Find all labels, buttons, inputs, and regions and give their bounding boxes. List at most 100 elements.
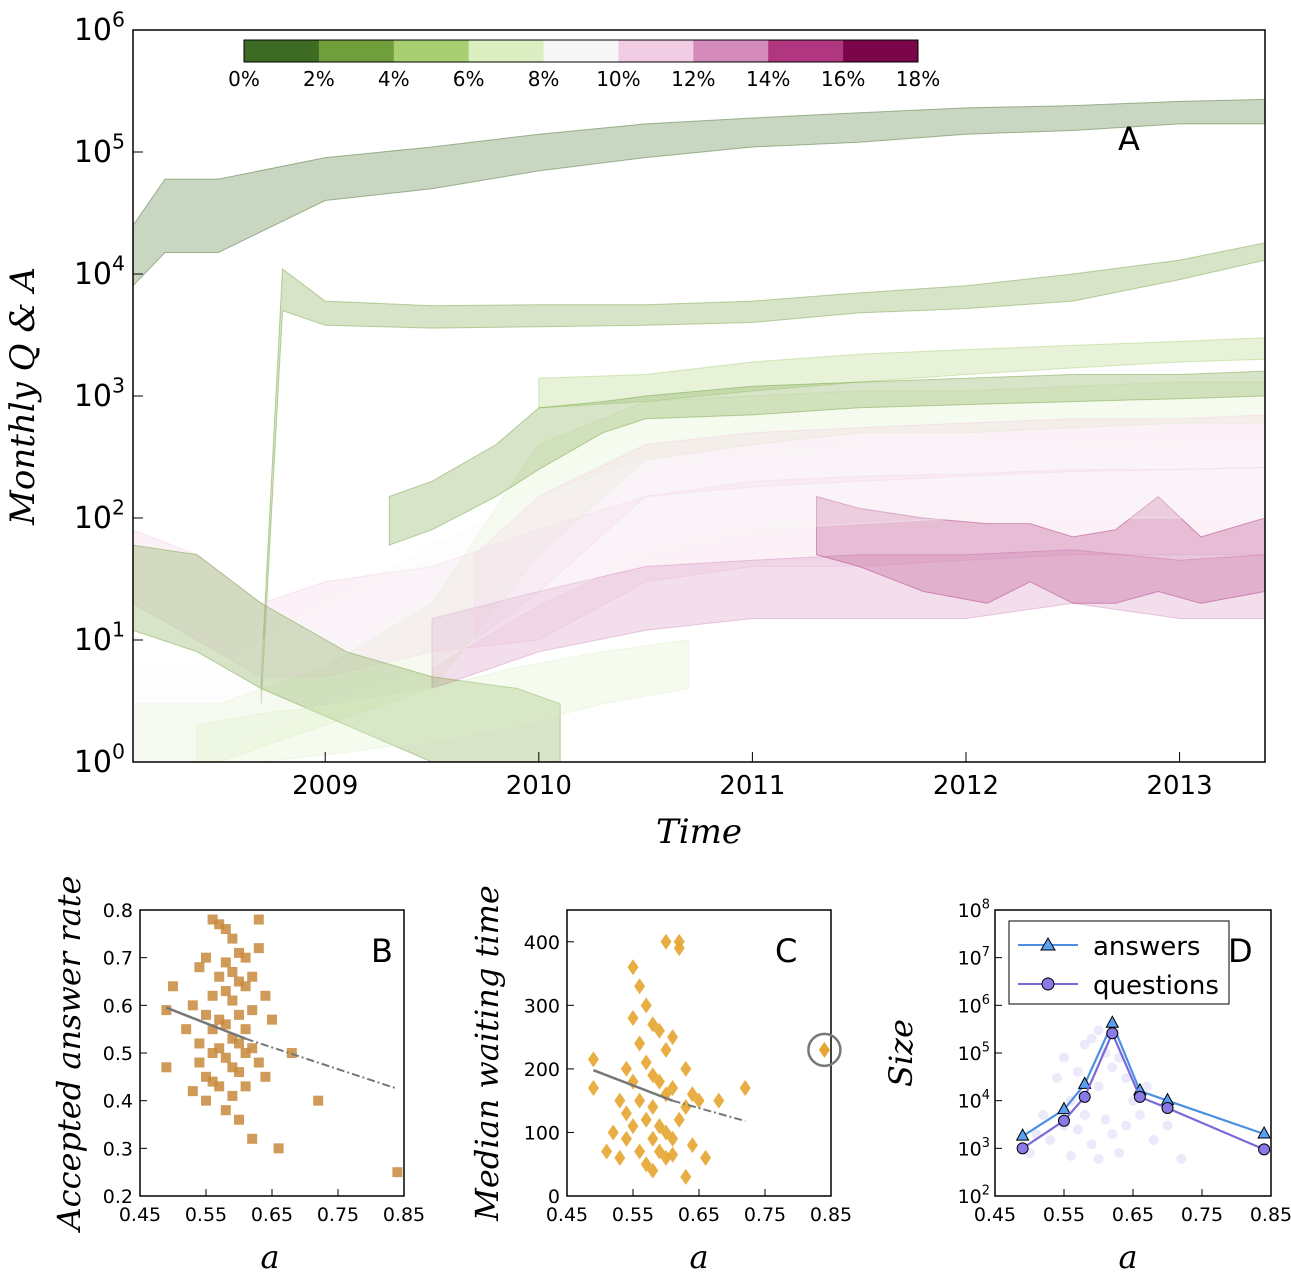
panel-a-xlabel: Time [656, 812, 742, 852]
data-point [647, 1162, 659, 1179]
panel-a-label: A [1118, 120, 1140, 158]
data-point [627, 1010, 639, 1027]
cloud-point [1045, 1134, 1056, 1145]
data-point [673, 940, 685, 957]
ytick-label: 400 [524, 932, 560, 954]
ytick-label: 0.7 [103, 948, 133, 970]
data-point [220, 1019, 231, 1030]
fit-line-solid [165, 1006, 247, 1040]
a-xtick-label: 2012 [933, 771, 999, 801]
xtick-label: 0.85 [810, 1204, 852, 1226]
data-point [240, 1024, 251, 1035]
cloud-point [1107, 1062, 1118, 1073]
data-point [607, 1124, 619, 1141]
cloud-point [1107, 1128, 1118, 1139]
answers-marker [1257, 1125, 1271, 1139]
data-point [313, 1095, 324, 1106]
cloud-point [1079, 1110, 1090, 1121]
data-point [673, 1111, 685, 1128]
data-point [620, 1105, 632, 1122]
band-10 [133, 544, 561, 762]
colorbar-tick-label: 4% [378, 67, 410, 91]
data-point [161, 1062, 172, 1073]
ytick-label: 0 [548, 1186, 560, 1208]
questions-marker [1078, 1090, 1091, 1103]
colorbar-swatch [393, 40, 470, 62]
data-point [660, 1041, 672, 1058]
a-xtick-label: 2009 [292, 771, 358, 801]
panel-d-ylabel: Size [882, 1019, 920, 1087]
cloud-point [1038, 1110, 1049, 1121]
a-xtick-label: 2011 [719, 771, 785, 801]
band-2 [538, 337, 1265, 409]
panel-b-xlabel: a [260, 1238, 279, 1275]
panel-c-content: 0.45 0.55 0.65 0.75 0.85 0 100 200 300 400 [524, 932, 852, 1226]
d-xtick-label: 0.55 [1043, 1204, 1085, 1226]
data-point [234, 1114, 244, 1125]
legend-questions-label: questions [1093, 971, 1219, 1001]
data-point [647, 1099, 659, 1116]
data-point [201, 952, 211, 963]
d-ytick-label: 102 [958, 1183, 990, 1208]
data-point [247, 1005, 258, 1016]
data-point [392, 1167, 403, 1178]
a-ytick-label: 102 [74, 496, 125, 537]
colorbar-swatch [843, 40, 919, 62]
colorbar-tick-label: 0% [228, 67, 260, 91]
cloud-point [1072, 1066, 1083, 1077]
data-point [227, 1090, 238, 1101]
cloud-point [1134, 1110, 1145, 1121]
data-point [680, 1099, 692, 1116]
cloud-point [1052, 1072, 1063, 1083]
data-point [240, 952, 251, 963]
cloud-point [1176, 1153, 1187, 1164]
colorbar: 0% 2% 4% 6% 8% 10% 12% 14% 16% 18% [228, 39, 940, 91]
cloud-point [1072, 1124, 1083, 1135]
xtick-label: 0.55 [185, 1204, 227, 1226]
xtick-label: 0.75 [744, 1204, 786, 1226]
xtick-label: 0.65 [678, 1204, 720, 1226]
data-point [647, 1130, 659, 1147]
panel-a: 2009 2010 2011 2012 2013 1001011021031041051… [3, 8, 1266, 852]
cloud-point [1079, 1039, 1090, 1050]
data-point [587, 1051, 599, 1068]
data-point [667, 1146, 679, 1163]
band-11 [196, 639, 689, 762]
panel-c-xlabel: a [689, 1238, 708, 1275]
d-ytick-label: 105 [958, 1040, 990, 1065]
data-point [227, 966, 238, 977]
a-ytick-label: 106 [74, 8, 125, 49]
questions-marker [1133, 1090, 1146, 1103]
d-ytick-label: 107 [958, 945, 990, 970]
questions-marker [1016, 1142, 1029, 1155]
colorbar-swatch [543, 40, 619, 62]
data-point [187, 1086, 198, 1097]
d-xtick-label: 0.65 [1112, 1204, 1154, 1226]
data-point [201, 1095, 211, 1106]
data-point [693, 1092, 705, 1109]
data-point [253, 1057, 264, 1068]
ytick-label: 0.6 [103, 995, 133, 1017]
panel-b: 0.45 0.55 0.65 0.75 0.85 0.2 0.3 0.4 0.5 0.6 0.7 0.… [50, 876, 425, 1275]
a-ytick-label: 105 [74, 130, 125, 171]
band-6 [474, 414, 1265, 642]
answers-marker [1015, 1128, 1030, 1141]
panel-d-xlabel: a [1118, 1238, 1137, 1275]
outlier-point [818, 1041, 830, 1058]
panel-a-ylabel: Monthly Q & A [3, 267, 43, 526]
data-point [247, 1133, 258, 1144]
xtick-label: 0.55 [612, 1204, 654, 1226]
colorbar-swatch [693, 40, 769, 62]
cloud-point [1086, 1139, 1097, 1150]
data-point [680, 1060, 692, 1077]
data-point [227, 1062, 238, 1073]
data-point [220, 957, 231, 968]
cloud-point [1148, 1134, 1159, 1145]
data-point [653, 1073, 665, 1090]
d-ytick-label: 108 [958, 897, 990, 922]
d-plot-area [1015, 1015, 1271, 1164]
cloud-point [1100, 1114, 1111, 1125]
xtick-label: 0.65 [251, 1204, 293, 1226]
data-point [614, 1149, 626, 1166]
